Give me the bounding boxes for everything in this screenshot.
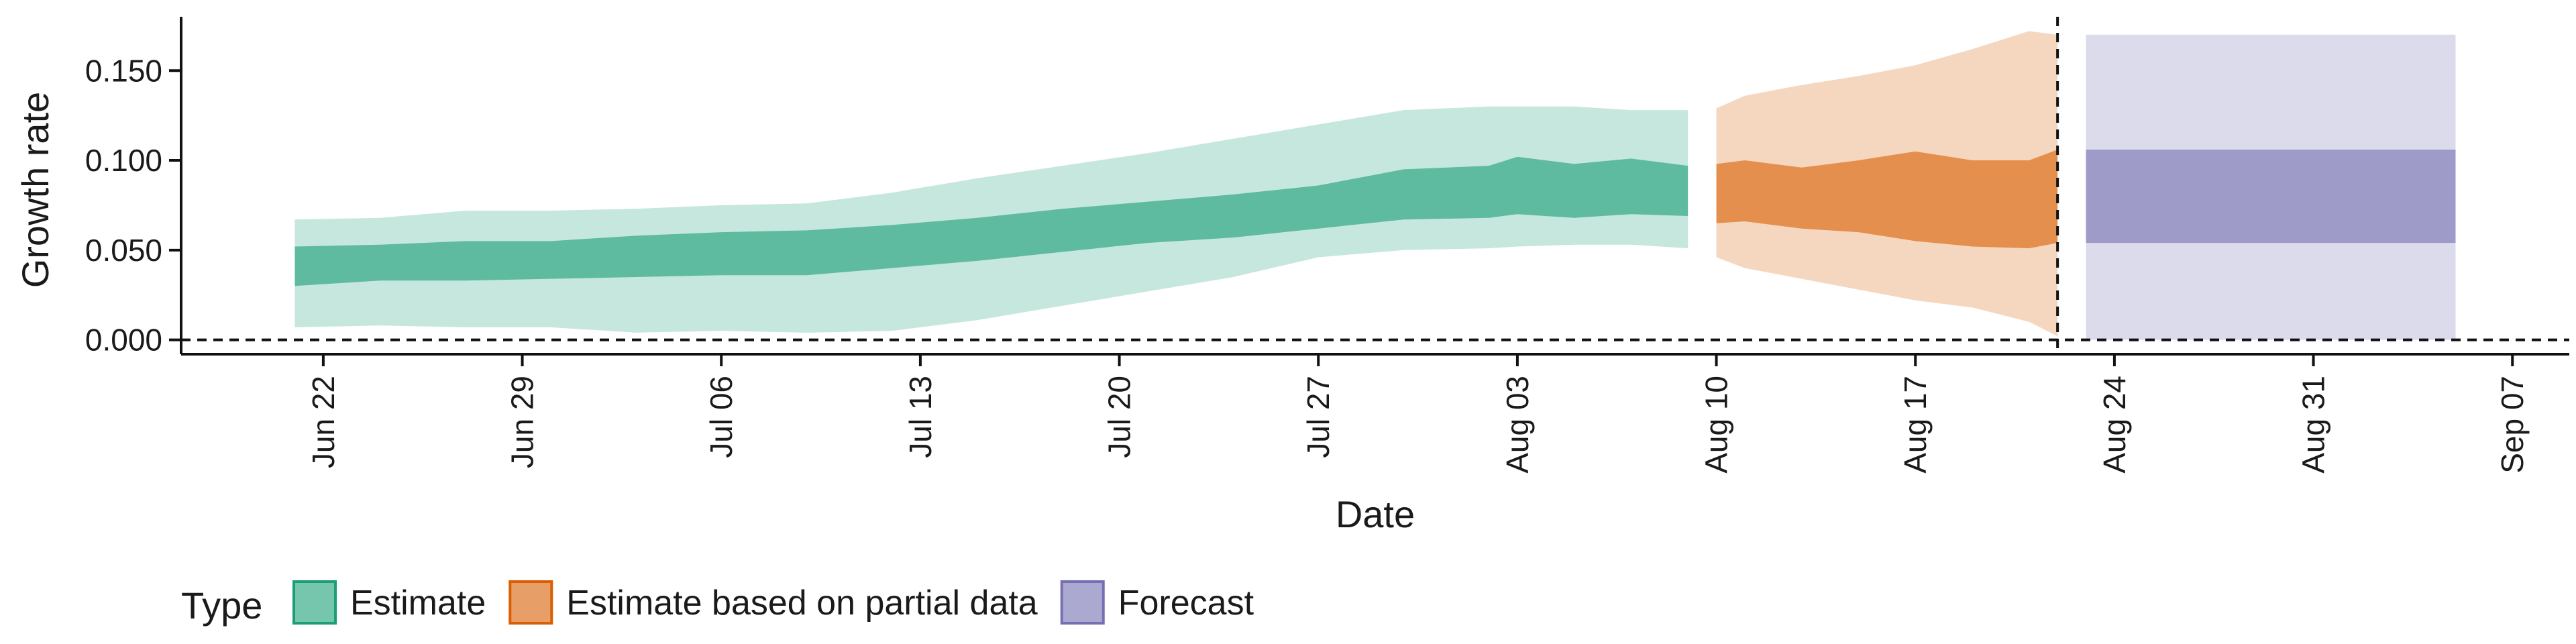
x-tick-label: Jun 22 [306, 376, 341, 468]
legend-label-forecast: Forecast [1118, 584, 1254, 623]
y-axis-title: Growth rate [14, 92, 56, 288]
band-50-estimate-based-on-partial-data [1716, 150, 2058, 249]
x-tick-label: Aug 31 [2296, 376, 2331, 474]
bands-layer [294, 31, 2456, 340]
legend-swatch-forecast [1060, 580, 1105, 625]
x-tick-label: Aug 24 [2097, 376, 2132, 474]
legend-label-estimate: Estimate [350, 584, 486, 623]
x-tick-label: Sep 07 [2495, 376, 2530, 474]
x-tick-label: Jul 20 [1102, 376, 1137, 458]
legend-label-estimate-based-on-partial-data: Estimate based on partial data [566, 584, 1038, 623]
x-tick-label: Jun 29 [505, 376, 540, 468]
x-axis-title: Date [1336, 493, 1415, 535]
y-tick-label: 0.100 [85, 143, 162, 178]
x-tick-label: Aug 17 [1898, 376, 1933, 474]
legend: Type Estimate Estimate based on partial d… [181, 580, 1254, 627]
x-tick-label: Aug 03 [1500, 376, 1535, 474]
axes [169, 17, 2569, 366]
legend-swatch-estimate [292, 580, 337, 625]
x-tick-label: Jul 06 [704, 376, 739, 458]
x-tick-label: Aug 10 [1699, 376, 1734, 474]
band-50-estimate [294, 156, 1688, 286]
band-50-forecast [2086, 150, 2456, 244]
legend-swatch-estimate-based-on-partial-data [508, 580, 553, 625]
x-tick-label: Jul 13 [903, 376, 938, 458]
x-tick-label: Jul 27 [1301, 376, 1336, 458]
y-tick-label: 0.150 [85, 53, 162, 88]
tick-labels: Jun 22 Jun 29 Jul 06 Jul 13 Jul 20 Jul 27 Aug … [85, 53, 2530, 474]
reference-lines [181, 17, 2569, 354]
y-tick-label: 0.000 [85, 323, 162, 358]
y-tick-label: 0.050 [85, 233, 162, 268]
legend-title: Type [181, 584, 262, 627]
